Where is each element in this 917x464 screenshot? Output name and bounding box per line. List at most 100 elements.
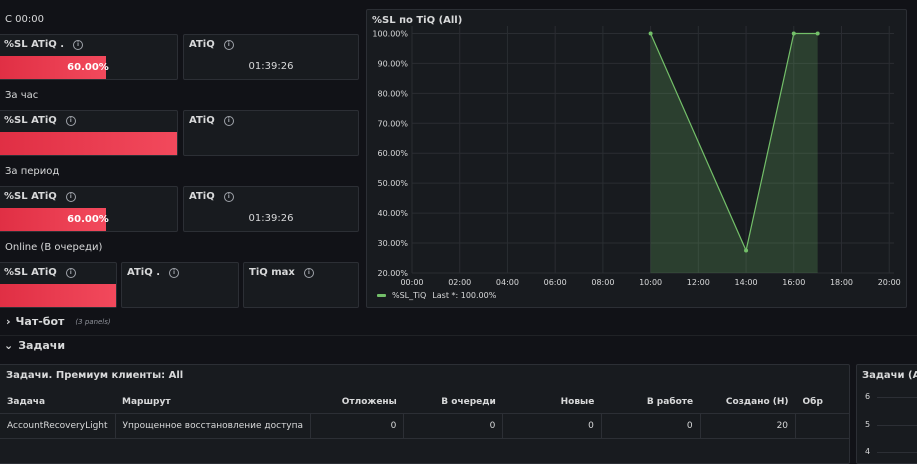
tasks-table[interactable]: Задача Маршрут Отложены В очереди Новые … xyxy=(0,391,849,439)
x-tick-label: 00:00 xyxy=(400,278,423,287)
info-icon[interactable]: i xyxy=(65,191,76,202)
y-tick-label: 4 xyxy=(865,447,871,456)
section-label-online: Online (В очереди) xyxy=(5,242,103,253)
gauge-value: 60.00% xyxy=(67,62,109,73)
x-tick-label: 06:00 xyxy=(544,278,567,287)
y-tick-label: 50.00% xyxy=(377,179,408,188)
panel-sl-atiq-online[interactable]: %SL ATiQ i xyxy=(0,262,117,308)
cell-new: 0 xyxy=(502,413,602,439)
panel-title: Задачи (All) xyxy=(862,370,917,381)
panel-tiq-max-online[interactable]: TiQ max i xyxy=(243,262,359,308)
data-point[interactable] xyxy=(815,31,820,36)
panel-sl-by-tiq-chart[interactable]: %SL по TiQ (All) 20.00% 30.00% 40.00% 50.00… xyxy=(366,9,907,308)
section-label-last-hour: За час xyxy=(5,90,39,101)
chevron-right-icon: › xyxy=(6,315,11,328)
grid-line xyxy=(877,425,917,426)
panel-title: Задачи. Премиум клиенты: All xyxy=(6,370,184,381)
table-row[interactable]: AccountRecoveryLight Упрощенное восстано… xyxy=(0,413,849,439)
y-tick-label: 6 xyxy=(865,392,871,401)
panel-title: %SL ATiQ xyxy=(4,267,57,278)
panel-atiq-period[interactable]: ATiQ i 01:39:26 xyxy=(183,186,359,232)
info-icon[interactable]: i xyxy=(65,115,76,126)
y-tick-label: 40.00% xyxy=(377,209,408,218)
row-chatbot[interactable]: › Чат-бот (3 panels) xyxy=(6,315,111,328)
panel-tasks-all[interactable]: Задачи (All) 6 5 4 xyxy=(856,364,917,464)
x-tick-label: 18:00 xyxy=(830,278,853,287)
legend-stat: Last *: 100.00% xyxy=(432,291,497,300)
column-header-in-queue[interactable]: В очереди xyxy=(403,391,503,414)
table-header-row: Задача Маршрут Отложены В очереди Новые … xyxy=(0,391,849,414)
series-area xyxy=(650,33,818,273)
x-tick-label: 04:00 xyxy=(496,278,519,287)
panel-title: ATiQ xyxy=(189,115,215,126)
gauge-value xyxy=(0,284,116,307)
row-tasks[interactable]: ⌄ Задачи xyxy=(4,339,65,352)
panel-title: TiQ max xyxy=(249,267,295,278)
info-icon[interactable]: i xyxy=(223,115,234,126)
panel-title: %SL ATiQ xyxy=(4,115,57,126)
cell-in-queue: 0 xyxy=(403,413,503,439)
panel-title: %SL ATiQ . xyxy=(4,39,65,50)
y-tick-label: 60.00% xyxy=(377,149,408,158)
panel-atiq-online[interactable]: ATiQ . i xyxy=(121,262,239,308)
cell-processed xyxy=(795,413,849,439)
y-tick-label: 100.00% xyxy=(372,29,408,38)
data-point[interactable] xyxy=(648,31,653,36)
y-tick-label: 5 xyxy=(865,420,871,429)
cell-in-work: 0 xyxy=(600,413,701,439)
gauge-bar xyxy=(0,56,106,79)
column-header-created[interactable]: Создано (Н) xyxy=(700,391,796,414)
y-tick-label: 90.00% xyxy=(377,59,408,68)
grid-line xyxy=(877,397,917,398)
chart-title: %SL по TiQ (All) xyxy=(372,15,463,26)
y-tick-label: 70.00% xyxy=(377,119,408,128)
gauge-bar xyxy=(0,284,116,307)
panel-title: %SL ATiQ xyxy=(4,191,57,202)
section-label-since-midnight: С 00:00 xyxy=(5,14,44,25)
column-header-route[interactable]: Маршрут xyxy=(115,391,311,414)
x-tick-label: 14:00 xyxy=(735,278,758,287)
column-header-new[interactable]: Новые xyxy=(502,391,602,414)
panel-title: ATiQ xyxy=(189,39,215,50)
row-panel-count: (3 panels) xyxy=(75,317,111,326)
row-title: Чат-бот xyxy=(15,315,65,328)
y-tick-label: 20.00% xyxy=(377,269,408,278)
panel-atiq-hour[interactable]: ATiQ i xyxy=(183,110,359,156)
column-header-postponed[interactable]: Отложены xyxy=(310,391,404,414)
cell-postponed: 0 xyxy=(310,413,404,439)
panel-sl-atiq-hour[interactable]: %SL ATiQ i xyxy=(0,110,178,156)
info-icon[interactable]: i xyxy=(303,267,314,278)
gauge-value: 60.00% xyxy=(67,214,109,225)
data-point[interactable] xyxy=(744,248,749,253)
info-icon[interactable]: i xyxy=(73,39,84,50)
x-tick-label: 08:00 xyxy=(591,278,614,287)
column-header-in-work[interactable]: В работе xyxy=(601,391,701,414)
info-icon[interactable]: i xyxy=(223,191,234,202)
sl-tiq-chart[interactable]: 20.00% 30.00% 40.00% 50.00% 60.00% 70.00% 80.0… xyxy=(367,10,908,309)
x-tick-label: 20:00 xyxy=(878,278,901,287)
panel-atiq-since-midnight[interactable]: ATiQ i 01:39:26 xyxy=(183,34,359,80)
info-icon[interactable]: i xyxy=(169,267,179,278)
column-header-processed[interactable]: Обр xyxy=(795,391,849,414)
x-tick-label: 10:00 xyxy=(639,278,662,287)
series-line xyxy=(650,32,818,253)
column-header-task[interactable]: Задача xyxy=(0,391,116,414)
cell-route: Упрощенное восстановление доступа xyxy=(114,413,311,439)
info-icon[interactable]: i xyxy=(223,39,234,50)
panel-sl-atiq-since-midnight[interactable]: %SL ATiQ . i 60.00% xyxy=(0,34,178,80)
info-icon[interactable]: i xyxy=(65,267,76,278)
row-title: Задачи xyxy=(18,339,66,352)
x-tick-label: 02:00 xyxy=(448,278,471,287)
panel-tasks-premium[interactable]: Задачи. Премиум клиенты: All Задача Марш… xyxy=(0,364,850,464)
x-tick-label: 12:00 xyxy=(687,278,710,287)
y-tick-label: 80.00% xyxy=(377,89,408,98)
chevron-down-icon: ⌄ xyxy=(4,339,14,352)
cell-created: 20 xyxy=(699,413,796,439)
legend-series-name: %SL_TiQ xyxy=(392,291,427,300)
panel-sl-atiq-period[interactable]: %SL ATiQ i 60.00% xyxy=(0,186,178,232)
data-point[interactable] xyxy=(791,31,796,36)
x-tick-label: 16:00 xyxy=(782,278,805,287)
legend-swatch xyxy=(377,294,386,297)
chart-legend[interactable]: %SL_TiQ Last *: 100.00% xyxy=(377,291,496,300)
y-tick-label: 30.00% xyxy=(377,239,408,248)
